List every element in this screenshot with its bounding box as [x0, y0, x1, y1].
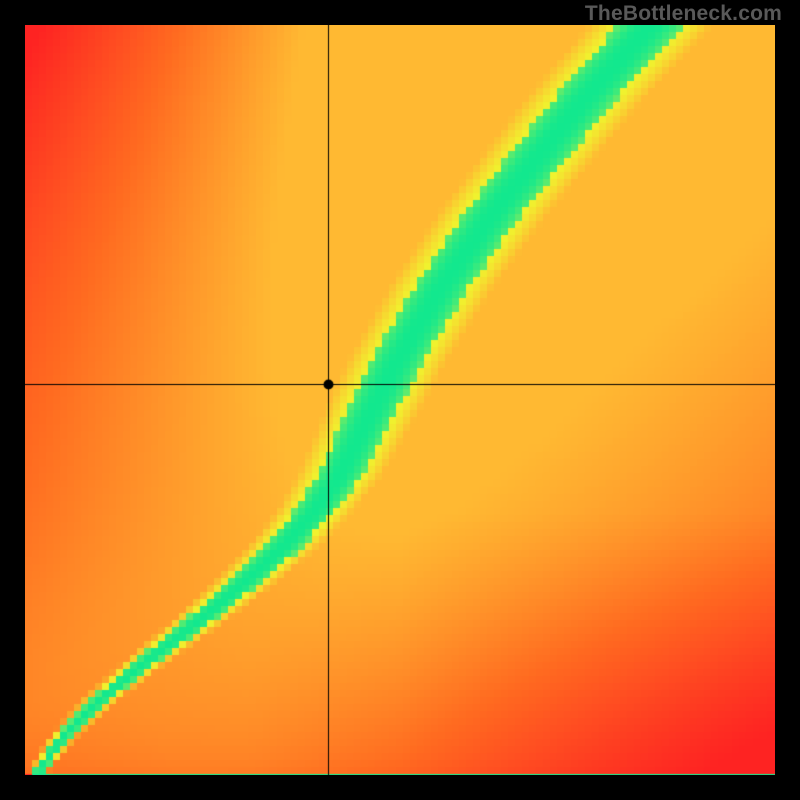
chart-container: TheBottleneck.com — [0, 0, 800, 800]
watermark-text: TheBottleneck.com — [585, 2, 782, 26]
heatmap-canvas — [25, 25, 775, 775]
